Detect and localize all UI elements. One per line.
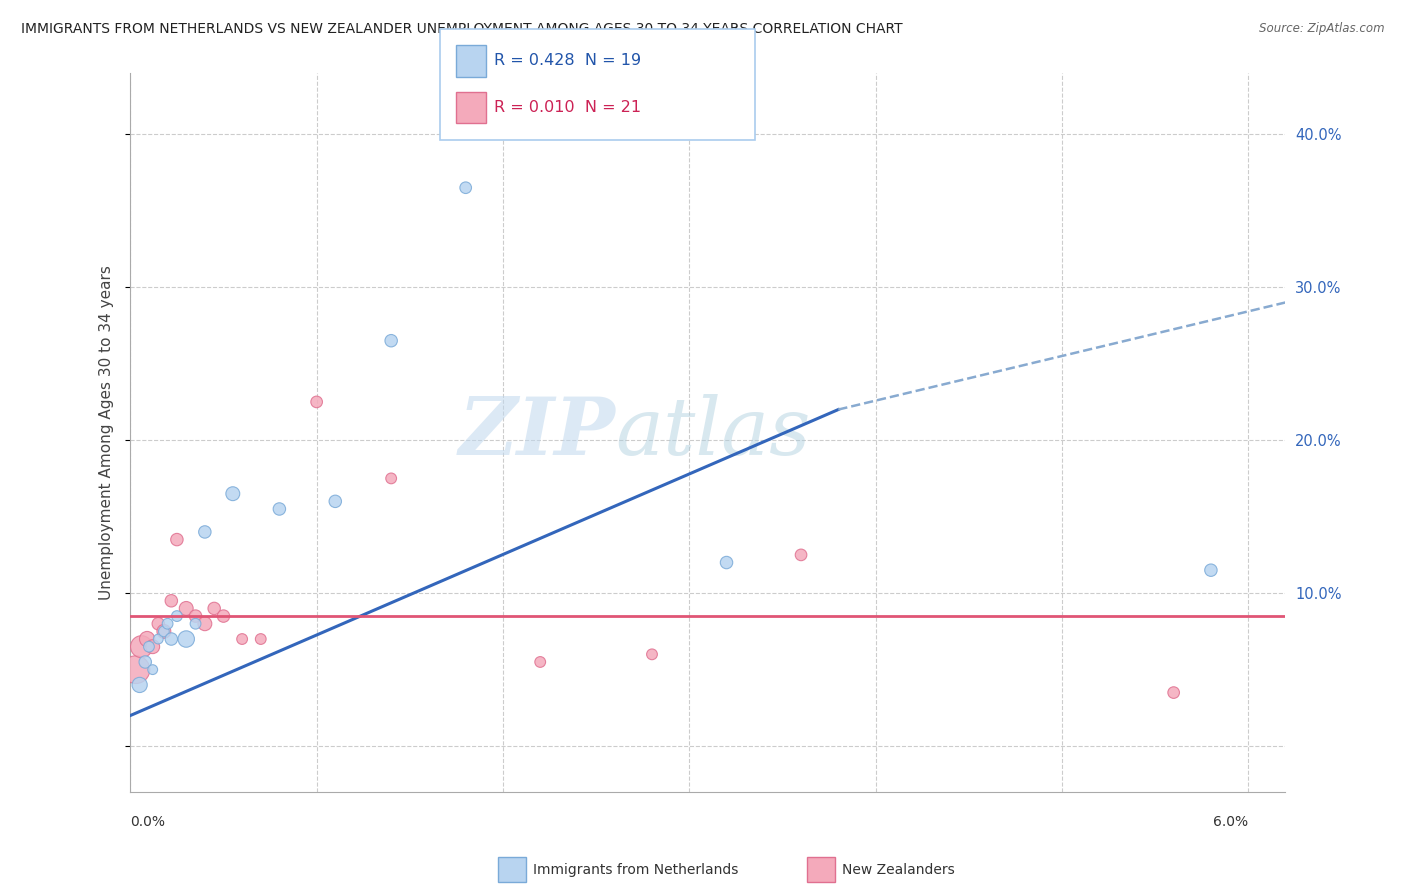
Text: 6.0%: 6.0% — [1213, 815, 1249, 829]
Point — [148, 616, 170, 631]
Point — [380, 334, 402, 348]
Point — [222, 486, 245, 500]
Text: atlas: atlas — [616, 393, 811, 471]
Point — [125, 663, 148, 677]
Point — [134, 655, 156, 669]
Text: IMMIGRANTS FROM NETHERLANDS VS NEW ZEALANDER UNEMPLOYMENT AMONG AGES 30 TO 34 YE: IMMIGRANTS FROM NETHERLANDS VS NEW ZEALA… — [21, 22, 903, 37]
Point — [790, 548, 813, 562]
Point — [380, 471, 402, 485]
Point — [323, 494, 346, 508]
Point — [1163, 685, 1185, 699]
Point — [166, 609, 188, 624]
Text: Immigrants from Netherlands: Immigrants from Netherlands — [533, 863, 738, 877]
Point — [160, 594, 183, 608]
Point — [716, 556, 738, 570]
Point — [454, 180, 477, 194]
Point — [641, 648, 664, 662]
Point — [136, 632, 159, 646]
Text: R = 0.010  N = 21: R = 0.010 N = 21 — [494, 100, 641, 114]
Text: 0.0%: 0.0% — [131, 815, 166, 829]
Y-axis label: Unemployment Among Ages 30 to 34 years: Unemployment Among Ages 30 to 34 years — [100, 265, 114, 600]
Point — [156, 616, 179, 631]
Point — [231, 632, 253, 646]
Point — [166, 533, 188, 547]
Point — [148, 632, 170, 646]
Text: Source: ZipAtlas.com: Source: ZipAtlas.com — [1260, 22, 1385, 36]
Text: ZIP: ZIP — [458, 393, 616, 471]
Point — [529, 655, 551, 669]
Point — [249, 632, 271, 646]
Point — [1199, 563, 1222, 577]
Point — [194, 616, 217, 631]
Point — [160, 632, 183, 646]
Point — [174, 632, 197, 646]
Point — [138, 640, 160, 654]
Text: R = 0.428  N = 19: R = 0.428 N = 19 — [494, 54, 641, 68]
Point — [194, 524, 217, 539]
Point — [131, 640, 153, 654]
Point — [202, 601, 225, 615]
Point — [184, 609, 207, 624]
Point — [269, 502, 291, 516]
Text: New Zealanders: New Zealanders — [842, 863, 955, 877]
Point — [153, 624, 176, 639]
Point — [305, 395, 328, 409]
Point — [142, 663, 165, 677]
Point — [153, 624, 176, 639]
Point — [184, 616, 207, 631]
Point — [174, 601, 197, 615]
Point — [142, 640, 165, 654]
Point — [212, 609, 235, 624]
Point — [128, 678, 150, 692]
